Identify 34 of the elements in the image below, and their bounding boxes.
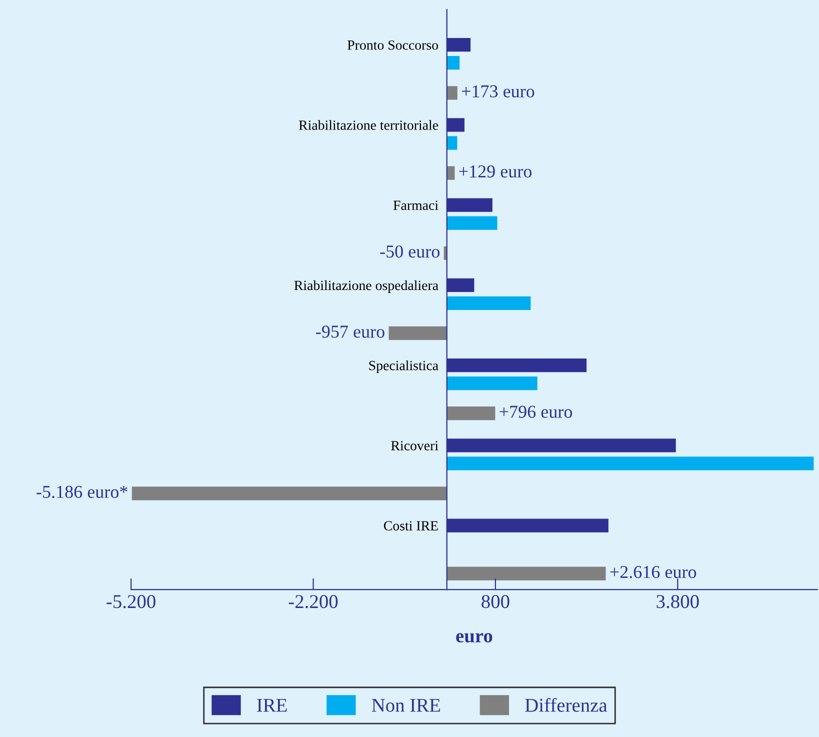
data-label: +173 euro bbox=[462, 85, 534, 98]
data-label: -50 euro bbox=[380, 245, 440, 258]
y-tick-label: Pronto Soccorso bbox=[348, 40, 438, 50]
data-label: +796 euro bbox=[500, 406, 572, 418]
y-tick-label: Farmaci bbox=[393, 200, 438, 210]
x-tick-label: 3.800 bbox=[656, 595, 699, 608]
data-label: +129 euro bbox=[459, 165, 532, 178]
y-tick-label: Riabilitazione territoriale bbox=[298, 120, 438, 130]
bar bbox=[446, 166, 455, 180]
bar bbox=[446, 56, 460, 70]
bar bbox=[446, 86, 458, 100]
y-tick-label: Specialistica bbox=[369, 360, 438, 374]
data-label: -5.186 euro* bbox=[36, 486, 128, 498]
legend-label: Non IRE bbox=[372, 698, 440, 712]
data-label: -957 euro bbox=[316, 326, 384, 338]
y-tick-label: Ricoveri bbox=[391, 441, 438, 450]
x-axis-title: euro bbox=[456, 633, 492, 642]
x-tick-label: -5.200 bbox=[106, 595, 156, 608]
bar bbox=[446, 216, 498, 230]
y-tick-label: Costi IRE bbox=[384, 521, 438, 530]
bar bbox=[446, 136, 458, 150]
bar bbox=[388, 326, 447, 340]
x-tick-label: -2.200 bbox=[288, 595, 338, 608]
bar bbox=[132, 486, 447, 500]
y-tick-label: Riabilitazione ospedaliera bbox=[294, 280, 438, 293]
legend-label: IRE bbox=[257, 698, 287, 712]
x-tick-label: 800 bbox=[482, 595, 510, 608]
bar bbox=[446, 566, 606, 580]
bar bbox=[446, 406, 496, 420]
data-label: +2.616 euro bbox=[610, 566, 696, 578]
bar bbox=[446, 376, 538, 390]
bar bbox=[446, 456, 814, 470]
legend-label: Differenza bbox=[525, 698, 608, 712]
bar bbox=[446, 296, 531, 310]
